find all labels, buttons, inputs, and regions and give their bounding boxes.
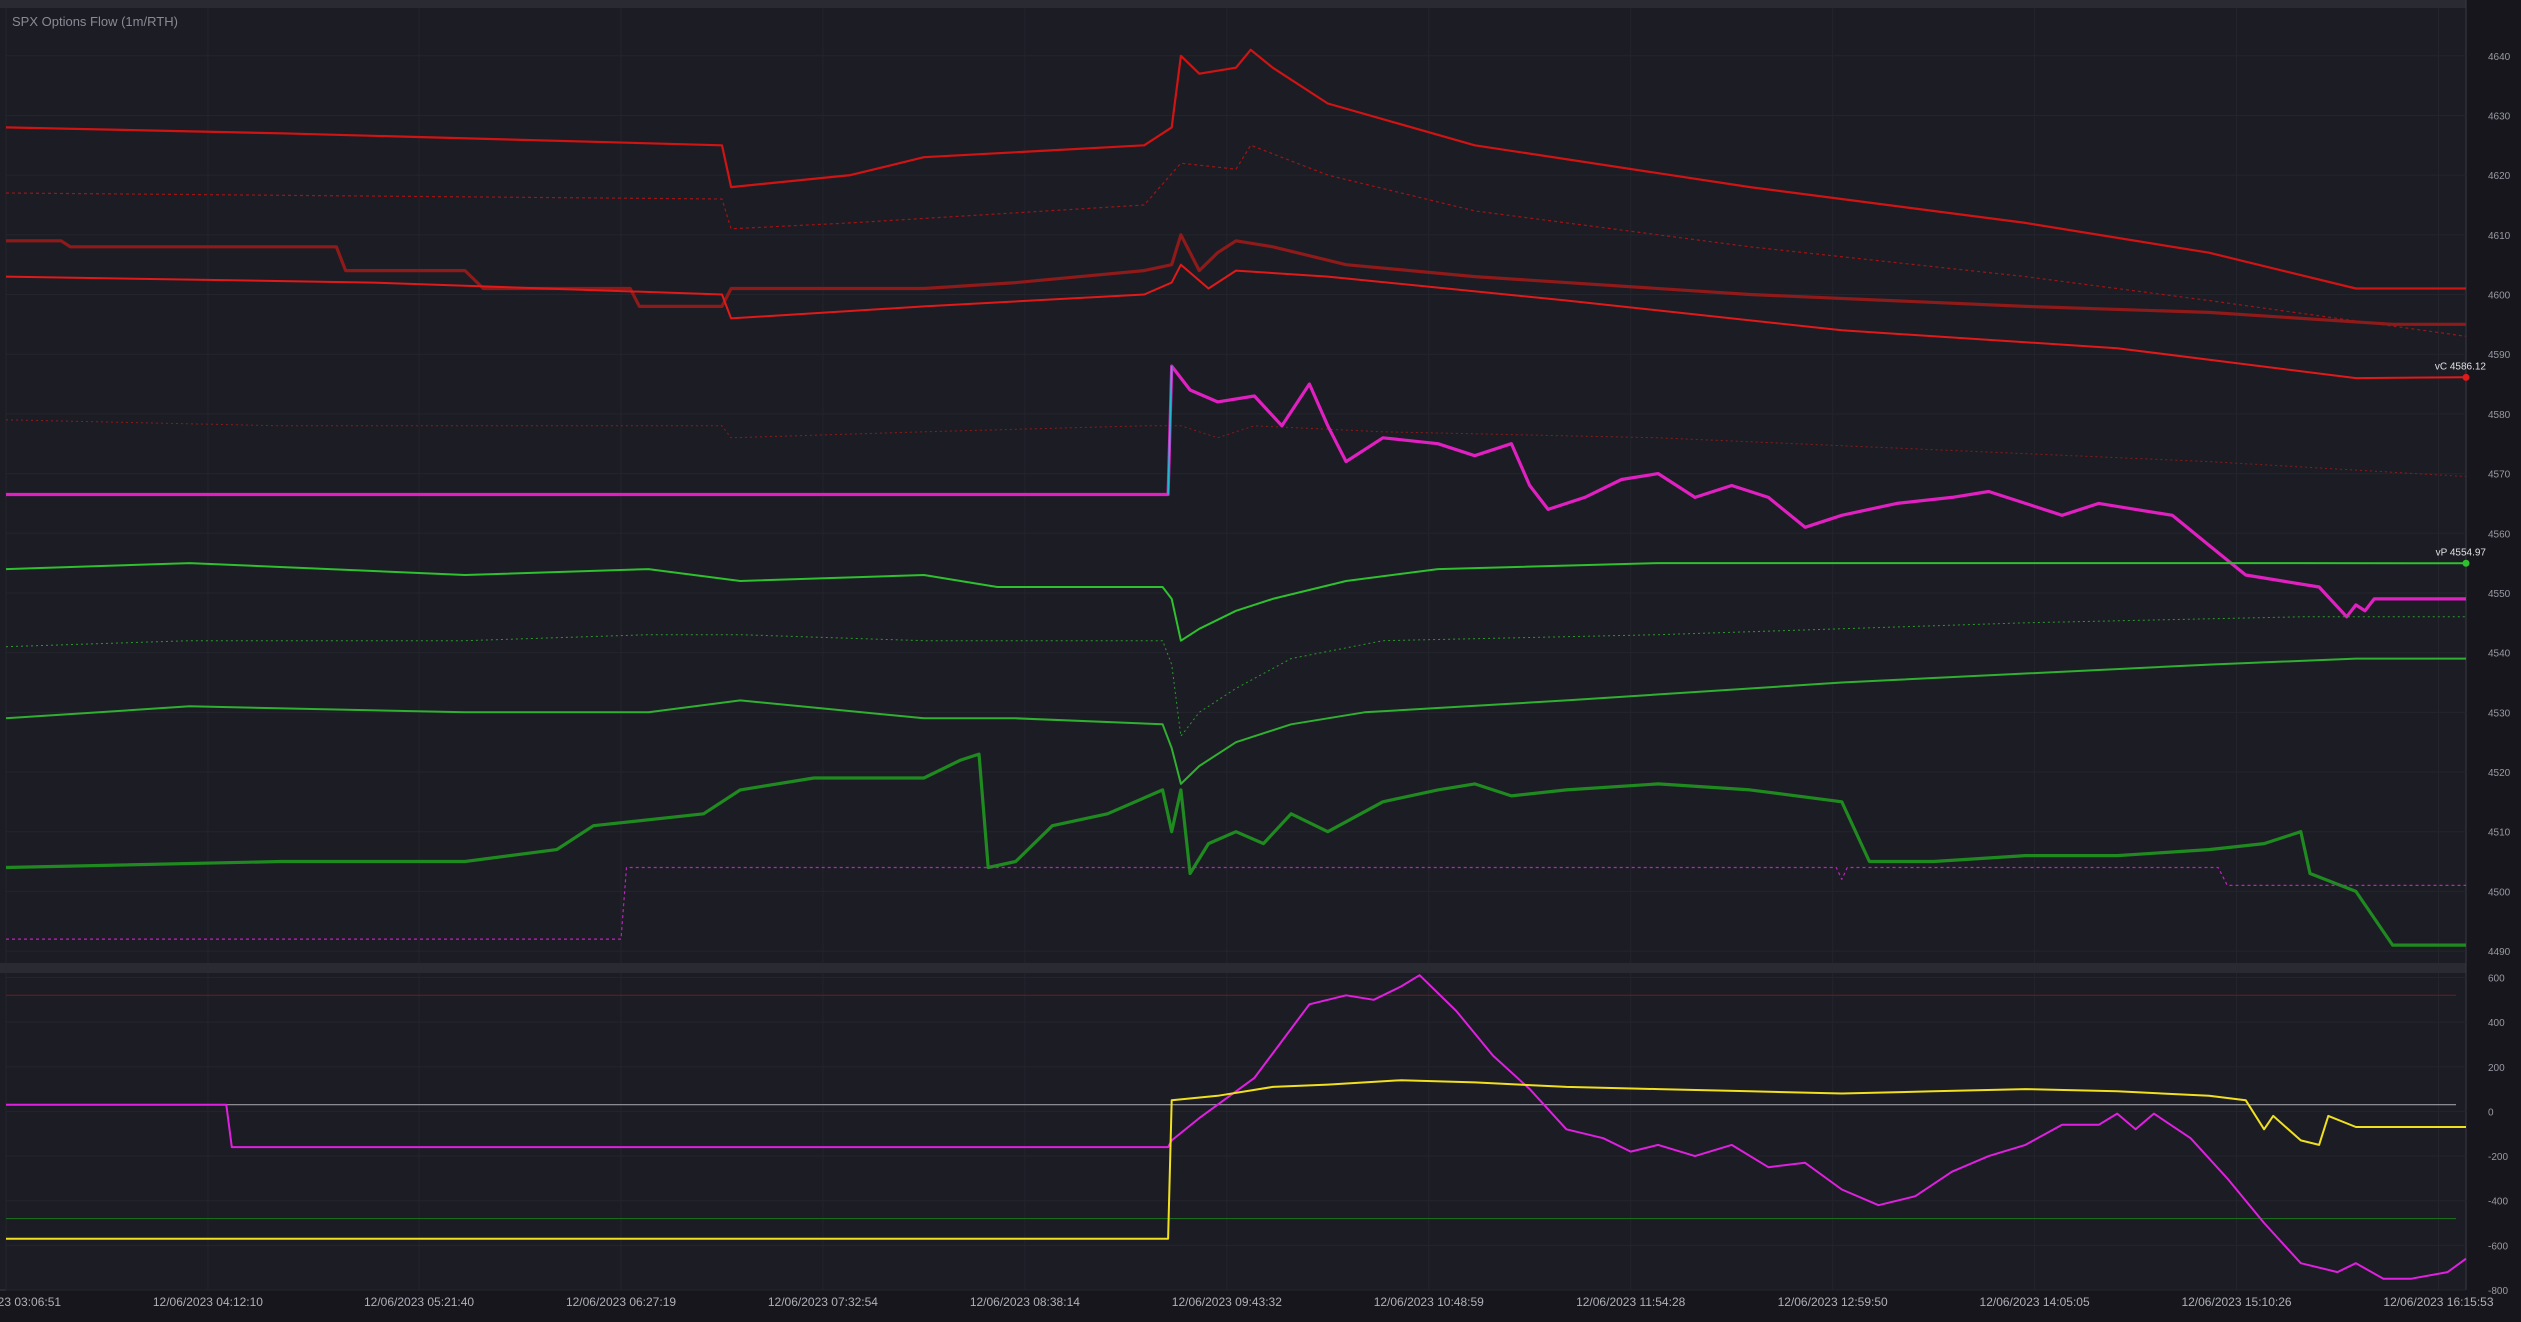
pane-0-y-tick-label: 4590 [2488, 350, 2511, 361]
pane-1-y-tick-label: 600 [2488, 973, 2505, 984]
pane-0-series-10 [5, 752, 2466, 947]
x-tick-label-10: 12/06/2023 14:05:05 [1980, 1295, 2090, 1309]
pane-1-y-tick-label: -800 [2488, 1286, 2508, 1297]
x-tick-label-2: 12/06/2023 05:21:40 [364, 1295, 474, 1309]
pane-0-annotation-dot-0 [2462, 373, 2470, 381]
x-tick-label-1: 12/06/2023 04:12:10 [153, 1295, 263, 1309]
pane-separator [0, 963, 2466, 973]
pane-0-y-tick-label: 4600 [2488, 291, 2511, 302]
pane-0-series-0 [5, 48, 2466, 290]
pane-0-background [0, 8, 2466, 963]
x-tick-label-9: 12/06/2023 12:59:50 [1778, 1295, 1888, 1309]
pane-1-background [0, 973, 2466, 1290]
y-axis-panel [2466, 0, 2521, 1322]
pane-0-y-tick-label: 4550 [2488, 589, 2511, 600]
x-tick-label-8: 12/06/2023 11:54:28 [1576, 1295, 1686, 1309]
pane-1-y-tick-label: 400 [2488, 1018, 2505, 1029]
pane-0-series-8 [5, 616, 2466, 737]
pane-0-annotation-label-1: vP 4554.97 [2436, 547, 2487, 558]
x-tick-label-12: 12/06/2023 16:15:53 [2383, 1295, 2493, 1309]
x-tick-label-6: 12/06/2023 09:43:32 [1172, 1295, 1282, 1309]
pane-0-annotation-dot-1 [2462, 559, 2470, 567]
x-tick-label-4: 12/06/2023 07:32:54 [768, 1295, 878, 1309]
pane-0-y-tick-label: 4610 [2488, 231, 2511, 242]
pane-0-y-tick-label: 4490 [2488, 947, 2511, 958]
pane-0-y-tick-label: 4500 [2488, 887, 2511, 898]
pane-0-series-9 [5, 657, 2466, 785]
x-tick-label-11: 12/06/2023 15:10:26 [2181, 1295, 2291, 1309]
pane-1-y-tick-label: 0 [2488, 1107, 2494, 1118]
pane-1-series-0 [6, 974, 2467, 1280]
pane-0-y-tick-label: 4620 [2488, 171, 2511, 182]
pane-1-y-tick-label: 200 [2488, 1063, 2505, 1074]
pane-0-series-6 [1167, 366, 1173, 495]
pane-0-y-tick-label: 4530 [2488, 708, 2511, 719]
top-bar [0, 0, 2521, 8]
pane-0-series-2 [6, 233, 2466, 326]
x-tick-label-5: 12/06/2023 08:38:14 [970, 1295, 1080, 1309]
pane-0-y-tick-label: 4630 [2488, 111, 2511, 122]
pane-0-y-tick-label: 4570 [2488, 470, 2511, 481]
pane-0-y-tick-label: 4640 [2488, 52, 2511, 63]
pane-0-y-tick-label: 4580 [2488, 410, 2511, 421]
pane-0-y-tick-label: 4510 [2488, 828, 2511, 839]
pane-0-series-11 [6, 866, 2466, 940]
x-axis-panel [0, 1290, 2521, 1322]
chart-title: SPX Options Flow (1m/RTH) [12, 14, 178, 29]
pane-1-y-tick-label: -600 [2488, 1241, 2508, 1252]
pane-0-y-tick-label: 4520 [2488, 768, 2511, 779]
x-tick-label-7: 12/06/2023 10:48:59 [1374, 1295, 1484, 1309]
x-tick-label-0: 12/06/2023 03:06:51 [0, 1295, 61, 1309]
pane-0-y-tick-label: 4540 [2488, 649, 2511, 660]
x-tick-label-3: 12/06/2023 06:27:19 [566, 1295, 676, 1309]
pane-0-series-4 [5, 419, 2467, 477]
pane-0-series-7 [5, 562, 2467, 642]
pane-0-y-tick-label: 4560 [2488, 529, 2511, 540]
pane-1-series-1 [6, 1079, 2466, 1240]
pane-0-series-1 [5, 144, 2467, 337]
pane-0-series-3 [5, 263, 2467, 380]
pane-1-y-tick-label: -400 [2488, 1197, 2508, 1208]
pane-0-series-5 [6, 364, 2466, 619]
pane-1-y-tick-label: -200 [2488, 1152, 2508, 1163]
pane-0-annotation-label-0: vC 4586.12 [2435, 361, 2487, 372]
